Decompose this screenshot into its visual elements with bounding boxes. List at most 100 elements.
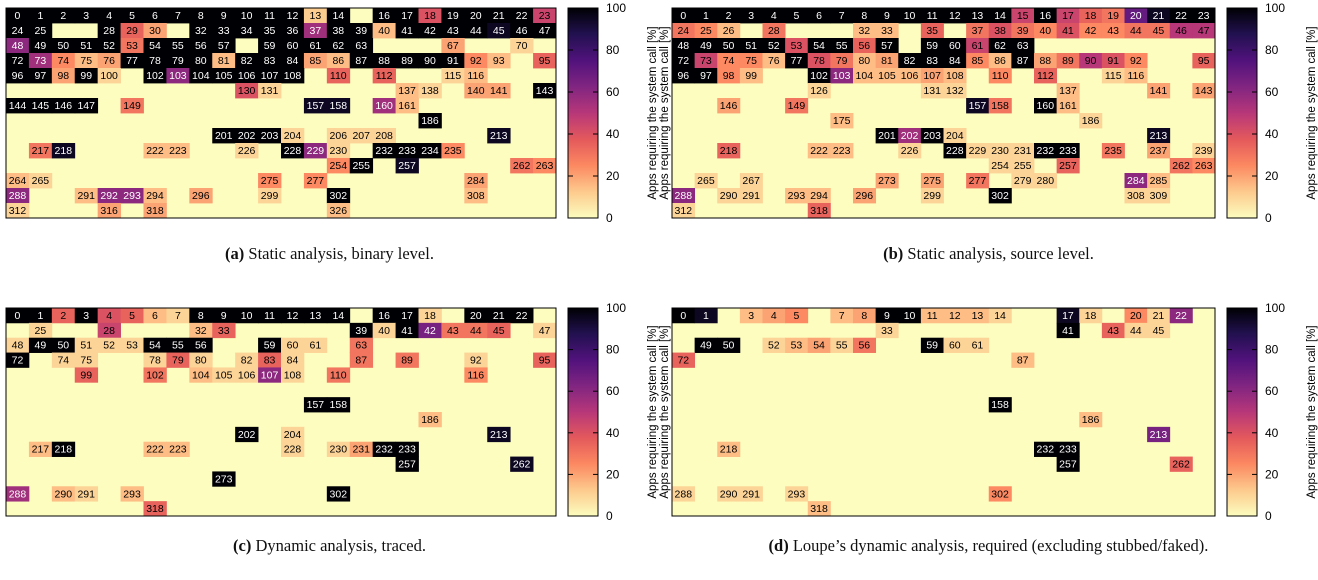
cell-label-161: 161 bbox=[1059, 100, 1077, 112]
heatmap-cell-3 bbox=[739, 8, 763, 24]
heatmap-cell-106 bbox=[898, 68, 922, 84]
heatmap-cell-23 bbox=[533, 8, 557, 24]
cell-label-273: 273 bbox=[878, 175, 896, 187]
cell-label-296: 296 bbox=[856, 190, 874, 202]
cell-label-147: 147 bbox=[77, 100, 95, 112]
cell-label-239: 239 bbox=[1195, 145, 1213, 157]
heatmap-cell-203 bbox=[920, 128, 944, 144]
heatmap-cell-16 bbox=[372, 8, 396, 24]
cell-label-50: 50 bbox=[57, 40, 69, 52]
heatmap-cell-7 bbox=[830, 8, 854, 24]
panel-d: 0 1 3 4 5 7 8 9 10 11 12 13 14 17 18 20 21 22 33 41 43 44 45 49… bbox=[659, 295, 1318, 580]
cell-label-233: 233 bbox=[1059, 444, 1077, 456]
heatmap-cell-54 bbox=[143, 337, 167, 353]
cell-label-29: 29 bbox=[126, 25, 138, 37]
cell-label-312: 312 bbox=[9, 205, 27, 217]
cell-label-102: 102 bbox=[146, 70, 164, 82]
heatmap-cell-56 bbox=[189, 38, 213, 54]
heatmap-cell-309 bbox=[1147, 188, 1171, 204]
cell-label-41: 41 bbox=[1062, 325, 1074, 337]
heatmap-cell-141 bbox=[487, 83, 511, 99]
heatmap-cell-186 bbox=[1079, 412, 1103, 428]
cell-label-146: 146 bbox=[55, 100, 73, 112]
cell-label-299: 299 bbox=[261, 190, 279, 202]
heatmap-cell-239 bbox=[1192, 143, 1216, 159]
heatmap-cell-294 bbox=[807, 188, 831, 204]
cell-label-3: 3 bbox=[748, 10, 754, 22]
heatmap-cell-87 bbox=[349, 53, 374, 69]
cell-label-51: 51 bbox=[80, 340, 92, 352]
cell-label-44: 44 bbox=[1130, 325, 1142, 337]
heatmap-cell-44 bbox=[1124, 322, 1148, 339]
cell-label-7: 7 bbox=[839, 310, 845, 322]
cell-label-8: 8 bbox=[198, 10, 204, 22]
heatmap-cell-293 bbox=[785, 486, 809, 502]
heatmap-cell-288 bbox=[672, 486, 696, 502]
cell-label-104: 104 bbox=[192, 369, 210, 381]
cell-label-53: 53 bbox=[791, 340, 803, 352]
heatmap-cell-86 bbox=[988, 53, 1012, 69]
heatmap-cell-70 bbox=[510, 38, 534, 54]
cell-label-54: 54 bbox=[149, 40, 161, 52]
heatmap-cell-308 bbox=[1124, 188, 1148, 204]
heatmap-cell-1 bbox=[28, 8, 53, 24]
cell-label-232: 232 bbox=[375, 145, 393, 157]
cell-label-60: 60 bbox=[287, 340, 299, 352]
heatmap-cell-1 bbox=[694, 8, 718, 24]
cell-label-59: 59 bbox=[926, 340, 938, 352]
cell-label-102: 102 bbox=[146, 369, 164, 381]
cell-label-97: 97 bbox=[700, 70, 712, 82]
caption-c-text: Dynamic analysis, traced. bbox=[255, 536, 426, 555]
heatmap-cell-78 bbox=[143, 53, 167, 69]
cell-label-106: 106 bbox=[901, 70, 919, 82]
cell-label-103: 103 bbox=[169, 70, 187, 82]
colorbar-label-right: Apps requiring the system call [%] bbox=[1306, 26, 1318, 199]
heatmap-cell-157 bbox=[966, 98, 990, 114]
cell-label-43: 43 bbox=[1107, 25, 1119, 37]
heatmap-cell-312 bbox=[6, 203, 30, 219]
cell-label-33: 33 bbox=[881, 25, 893, 37]
cell-label-84: 84 bbox=[287, 55, 299, 67]
heatmap-cell-82 bbox=[898, 53, 922, 69]
cell-label-76: 76 bbox=[103, 55, 115, 67]
heatmap-cell-160 bbox=[372, 98, 396, 114]
cell-label-60: 60 bbox=[287, 40, 299, 52]
colorbar-tick-label-80: 80 bbox=[1265, 43, 1279, 57]
cell-label-292: 292 bbox=[100, 190, 118, 202]
heatmap-cell-326 bbox=[326, 203, 351, 219]
cell-label-107: 107 bbox=[261, 369, 279, 381]
cell-label-213: 213 bbox=[490, 130, 508, 142]
panel-b: 0 1 2 3 4 5 6 7 8 9 10 11 12 13 14 15 16 17 18 19 20 21 22 23 24… bbox=[659, 0, 1318, 285]
heatmap-cell-75 bbox=[739, 53, 763, 69]
heatmap-cell-37 bbox=[303, 23, 328, 39]
cell-label-70: 70 bbox=[516, 40, 528, 52]
heatmap-cell-51 bbox=[739, 38, 763, 54]
heatmap-cell-203 bbox=[258, 128, 282, 144]
cell-label-2: 2 bbox=[60, 310, 66, 322]
cell-label-294: 294 bbox=[810, 190, 828, 202]
cell-label-42: 42 bbox=[424, 325, 436, 337]
heatmap-cell-230 bbox=[326, 441, 351, 457]
heatmap-cell-19 bbox=[441, 8, 465, 24]
heatmap-cell-255 bbox=[1011, 158, 1035, 174]
cell-label-85: 85 bbox=[310, 55, 322, 67]
heatmap-cell-0 bbox=[6, 308, 30, 324]
heatmap-cell-267 bbox=[739, 173, 763, 189]
heatmap-cell-226 bbox=[898, 143, 922, 159]
heatmap-cell-293 bbox=[785, 188, 809, 204]
cell-label-24: 24 bbox=[677, 25, 689, 37]
cell-label-74: 74 bbox=[723, 55, 735, 67]
heatmap-cell-262 bbox=[1169, 158, 1193, 174]
heatmap-cell-49 bbox=[694, 38, 718, 54]
cell-label-275: 275 bbox=[261, 175, 279, 187]
cell-label-265: 265 bbox=[697, 175, 715, 187]
cell-label-157: 157 bbox=[307, 100, 325, 112]
cell-label-318: 318 bbox=[810, 205, 828, 217]
cell-label-40: 40 bbox=[378, 325, 390, 337]
heatmap-cell-32 bbox=[853, 23, 877, 39]
heatmap-cell-290 bbox=[51, 486, 76, 502]
heatmap-cell-78 bbox=[143, 352, 167, 368]
heatmap-cell-44 bbox=[464, 322, 488, 339]
heatmap-cell-186 bbox=[418, 412, 442, 428]
heatmap-cell-17 bbox=[1056, 8, 1080, 24]
